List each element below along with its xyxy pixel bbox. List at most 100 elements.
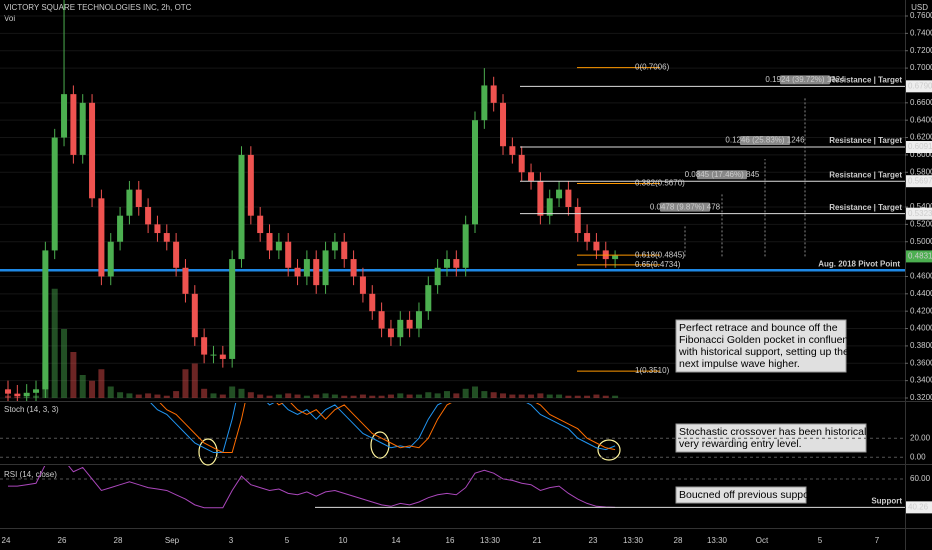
candle-body [322,250,329,286]
candle-body [247,154,254,216]
candle-body [23,392,30,397]
x-tick-label: 10 [339,536,348,545]
candle-body [182,267,189,294]
volume-bar [415,394,422,398]
candle-body [42,250,49,390]
volume-bar [331,394,338,398]
x-tick-label: 3 [229,536,234,545]
last-price-tag [906,250,932,263]
volume-bar [61,329,68,398]
measure-box [740,136,790,146]
candle-body [341,241,348,260]
volume-bar [546,394,553,398]
highlight-circle [597,439,621,461]
volume-bar [126,393,133,398]
candle-body [163,233,170,242]
note-text: next impulse wave higher. [679,358,800,370]
volume-bar [434,393,441,398]
volume-bar [602,395,609,398]
volume-bar [397,393,404,398]
measure-label: 0.1924 (39.72%) 1924 [765,75,845,84]
candle-body [135,189,142,207]
volume-bar [107,386,114,398]
x-tick-label: 5 [818,536,823,545]
candle-body [61,94,68,138]
candle-body [350,259,357,277]
volume-bar [322,393,329,398]
candle-body [33,389,40,393]
chart-title: VICTORY SQUARE TECHNOLOGIES INC, 2h, OTC [4,3,192,12]
volume-bar [518,394,525,398]
volume-bar [490,392,497,398]
candle-body [238,154,245,260]
measure-box [780,75,830,85]
fib-label: 0.65(0.4734) [635,260,681,269]
fib-label: 0.618(0.4845) [635,250,685,259]
x-tick-label: 28 [674,536,683,545]
candle-body [472,120,478,225]
candle-body [490,85,497,103]
last-price-label: 0.4831 [908,252,932,261]
candle-body [145,207,152,225]
fib-label: 0.382(0.5670) [635,179,685,188]
candle-body [593,241,600,251]
candle-body [556,189,563,199]
candle-body [173,241,180,268]
volume-bar [229,386,236,398]
candle-body [257,215,264,234]
volume-bar [406,394,413,398]
price-pane [0,0,905,401]
volume-bar [173,391,180,398]
candle-body [509,146,516,155]
candle-body [369,293,376,312]
candle-body [462,224,469,268]
y-tick-label: 0.7600 [910,11,932,20]
x-tick-label: 14 [392,536,401,545]
volume-bar [145,393,152,398]
candle-body [98,198,105,277]
candle-body [201,337,208,355]
candle-body [518,154,525,173]
note-box [675,486,807,504]
volume-bar [303,395,310,398]
x-tick-label: 13:30 [480,536,501,545]
candle-body [387,328,394,338]
candle-body [154,224,161,234]
volume-bar [51,288,58,398]
support-label: Support [871,496,902,505]
note-box [675,319,847,373]
candle-body [275,241,282,251]
candle-body [70,94,77,155]
volume-bar [313,394,320,398]
volume-bar [574,395,581,398]
candle-body [229,259,236,359]
volume-bar [472,386,478,398]
x-tick-label: 24 [2,536,11,545]
volume-bar [285,393,292,398]
candle-body [210,354,217,356]
target-label: Resistance | Target [829,203,902,212]
volume-bar [481,391,488,398]
candle-body [285,241,292,268]
currency: USD [911,3,928,12]
candle-body [79,102,86,155]
x-tick-label: 13:30 [707,536,728,545]
x-tick-label: 7 [875,536,880,545]
volume-bar [201,388,208,398]
x-tick-label: 28 [114,536,123,545]
volume-bar [154,394,161,398]
note-text: very rewarding entry level. [679,438,802,450]
measure-label: 0.1246 (25.83%) 1246 [725,136,805,145]
target-price-tag [906,175,932,188]
